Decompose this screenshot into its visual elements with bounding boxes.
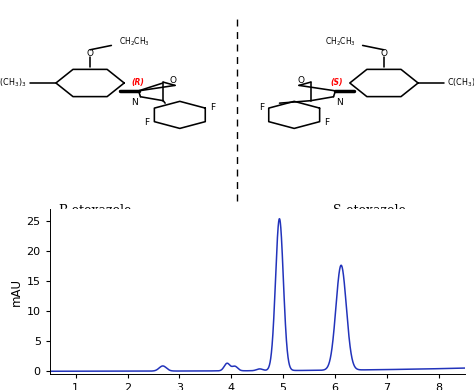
Text: O: O [170, 76, 177, 85]
Text: R-etoxazole: R-etoxazole [58, 204, 131, 217]
Text: $\mathsf{CH_2CH_3}$: $\mathsf{CH_2CH_3}$ [118, 36, 149, 48]
Text: N: N [336, 98, 343, 107]
Text: F: F [210, 103, 215, 112]
Y-axis label: mAU: mAU [9, 278, 22, 305]
Text: O: O [87, 49, 93, 58]
Text: F: F [259, 103, 264, 112]
Text: (S): (S) [330, 78, 343, 87]
Text: $\mathsf{C(CH_3)_3}$: $\mathsf{C(CH_3)_3}$ [447, 77, 474, 89]
Text: O: O [381, 49, 387, 58]
Text: O: O [297, 76, 304, 85]
Text: $\mathsf{CH_2CH_3}$: $\mathsf{CH_2CH_3}$ [325, 36, 356, 48]
Text: F: F [324, 118, 329, 127]
Text: $\mathsf{C(CH_3)_3}$: $\mathsf{C(CH_3)_3}$ [0, 77, 27, 89]
Text: S-etoxazole: S-etoxazole [333, 204, 406, 217]
Text: N: N [131, 98, 138, 107]
Text: F: F [145, 118, 150, 127]
Text: (R): (R) [131, 78, 144, 87]
